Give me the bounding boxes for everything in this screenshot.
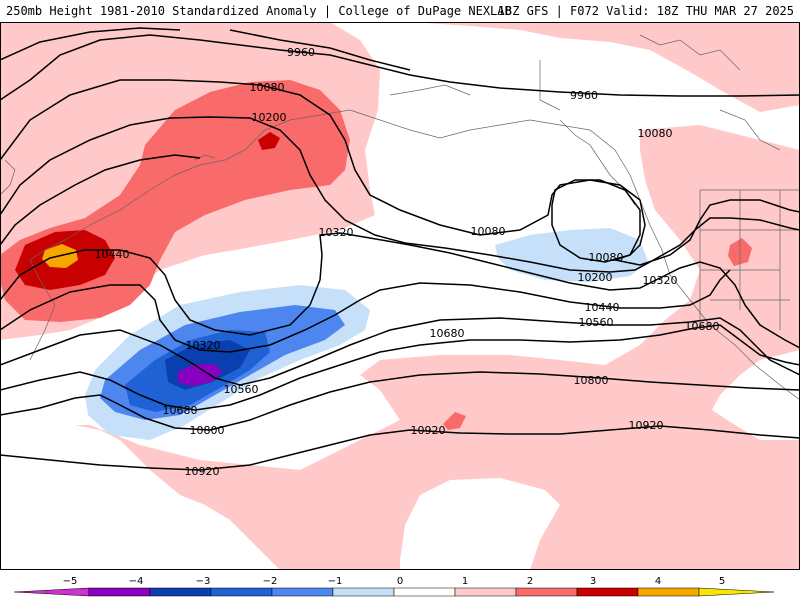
contour-label: 9960 [570,89,598,102]
legend-tick-label: 3 [590,576,596,587]
legend-tick-label: 5 [719,576,725,587]
contour-label: 10200 [578,271,613,284]
contour-label: 10320 [319,226,354,239]
legend-tick-label: −3 [196,576,211,587]
contour-label: 10080 [638,127,673,140]
anomaly-map: 9960 9960 10080 10200 10080 10080 10080 … [0,22,800,570]
contour-label: 10680 [430,327,465,340]
map-canvas: 9960 9960 10080 10200 10080 10080 10080 … [0,22,800,570]
contour-label: 9960 [287,46,315,59]
contour-label: 10920 [411,424,446,437]
legend-canvas: −5 −4 −3 −2 −1 0 1 2 3 4 5 [13,576,775,597]
legend-swatch [332,587,395,597]
legend-swatch [515,587,578,597]
contour-label: 10680 [685,320,720,333]
coastlines [0,34,800,401]
negative-anomaly-extreme [178,364,222,386]
color-legend: −5 −4 −3 −2 −1 0 1 2 3 4 5 [0,570,800,600]
legend-swatch [698,587,775,597]
legend-tick-label: −1 [328,576,343,587]
legend-swatch [13,587,90,597]
contour-label: 10560 [579,316,614,329]
legend-tick-label: 1 [462,576,468,587]
contour-label: 10800 [190,424,225,437]
legend-tick-label: −4 [129,576,144,587]
contour-label: 10080 [589,251,624,264]
contour-label: 10560 [224,383,259,396]
contour-label: 10080 [250,81,285,94]
legend-swatch [149,587,212,597]
legend-ticks: −5 −4 −3 −2 −1 0 1 2 3 4 5 [63,576,726,587]
contour-label: 10680 [163,404,198,417]
contour-label: 10080 [471,225,506,238]
legend-tick-label: 2 [527,576,533,587]
legend-bar [13,587,775,597]
map-title: 250mb Height 1981-2010 Standardized Anom… [6,4,512,18]
contour-label: 10920 [629,419,664,432]
legend-swatch [576,587,639,597]
model-run-info: 18Z GFS | F072 Valid: 18Z THU MAR 27 202… [497,4,794,18]
contour-label: 10440 [585,301,620,314]
legend-tick-label: 4 [655,576,661,587]
legend-swatch [88,587,151,597]
contour-label: 10200 [252,111,287,124]
legend-tick-label: 0 [397,576,403,587]
contour-labels: 9960 9960 10080 10200 10080 10080 10080 … [95,46,720,478]
legend-tick-label: −5 [63,576,78,587]
contour-label: 10320 [643,274,678,287]
contour-label: 10440 [95,248,130,261]
legend-swatch [637,587,700,597]
legend-swatch [210,587,273,597]
contour-label: 10320 [186,339,221,352]
contour-label: 10800 [574,374,609,387]
legend-tick-label: −2 [263,576,278,587]
contour-label: 10920 [185,465,220,478]
legend-swatch [271,587,334,597]
legend-swatch [454,587,517,597]
legend-swatch [393,587,456,597]
height-contours [0,27,800,471]
map-header: 250mb Height 1981-2010 Standardized Anom… [0,0,800,22]
